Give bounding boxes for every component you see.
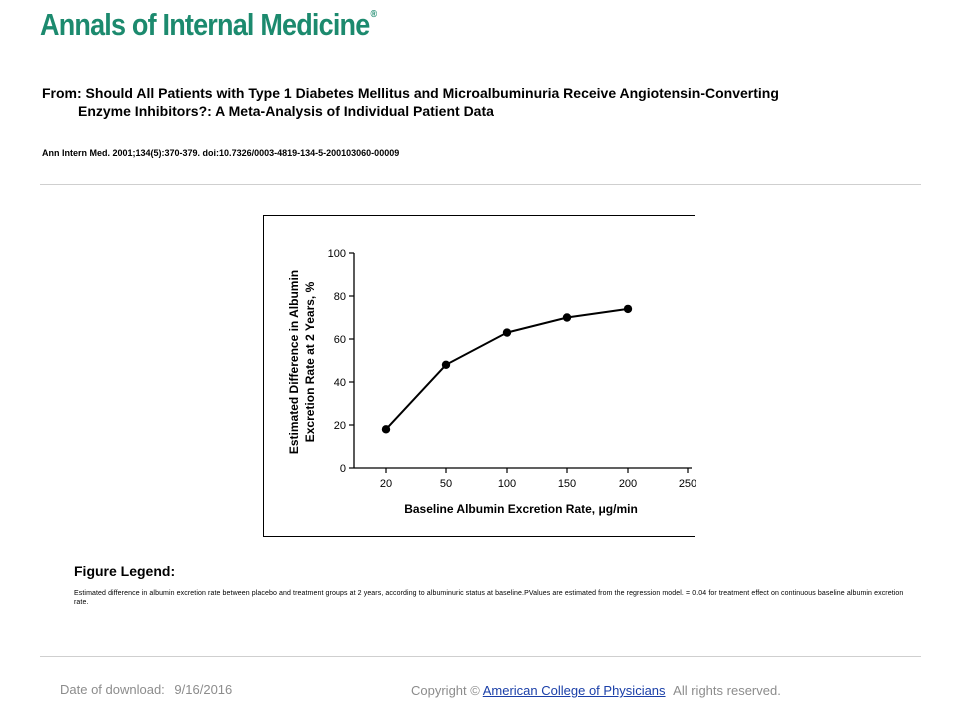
data-point — [381, 425, 391, 434]
download-info: Date of download: 9/16/2016 — [60, 682, 232, 697]
y-tick-label: 0 — [340, 463, 346, 475]
y-axis-label-line1: Estimated Difference in Albumin — [287, 270, 301, 454]
article-title: From: Should All Patients with Type 1 Di… — [42, 84, 912, 120]
data-point — [562, 313, 572, 322]
figure-panel: 0 20 40 60 80 100 20 50 100 150 200 250 Baseline Alb… — [263, 215, 696, 537]
series-line — [385, 307, 629, 430]
x-tick-label: 250 — [679, 478, 696, 490]
y-tick-label: 80 — [334, 291, 346, 303]
figure-legend-heading: Figure Legend: — [74, 563, 176, 579]
x-tick-label: 100 — [498, 478, 516, 490]
data-point — [623, 304, 633, 314]
line-chart: 0 20 40 60 80 100 20 50 100 150 200 250 Baseline Alb… — [287, 248, 696, 516]
copyright-notice: Copyright © American College of Physicia… — [411, 683, 781, 698]
x-tick-label: 150 — [558, 478, 576, 490]
publisher-link[interactable]: American College of Physicians — [482, 683, 666, 698]
y-tick-label: 20 — [334, 420, 346, 432]
article-title-line2: Enzyme Inhibitors?: A Meta-Analysis of I… — [78, 103, 494, 119]
registered-mark: ® — [370, 8, 377, 20]
download-date: 9/16/2016 — [174, 682, 233, 697]
data-point — [441, 360, 451, 369]
top-divider — [40, 184, 921, 185]
x-tick-label: 200 — [619, 478, 637, 490]
x-tick-label: 50 — [440, 478, 452, 490]
y-tick-label: 100 — [328, 248, 346, 260]
copyright-suffix: All rights reserved. — [673, 683, 781, 698]
y-axis-label-line2: Excretion Rate at 2 Years, % — [303, 281, 317, 442]
x-tick-label: 20 — [380, 478, 392, 490]
copyright-prefix: Copyright © — [411, 683, 480, 698]
journal-logo: Annals of Internal Medicine® — [40, 8, 377, 43]
bottom-divider — [40, 656, 921, 657]
y-tick-label: 40 — [334, 377, 346, 389]
article-citation: Ann Intern Med. 2001;134(5):370-379. doi… — [42, 148, 400, 158]
y-tick-label: 60 — [334, 334, 346, 346]
journal-name: Annals of Internal Medicine — [40, 8, 370, 42]
x-axis-label: Baseline Albumin Excretion Rate, μg/min — [404, 502, 638, 516]
figure-legend-text: Estimated difference in albumin excretio… — [74, 590, 904, 606]
data-point — [502, 328, 512, 337]
download-label: Date of download: — [60, 682, 165, 697]
article-title-line1: From: Should All Patients with Type 1 Di… — [42, 85, 779, 101]
